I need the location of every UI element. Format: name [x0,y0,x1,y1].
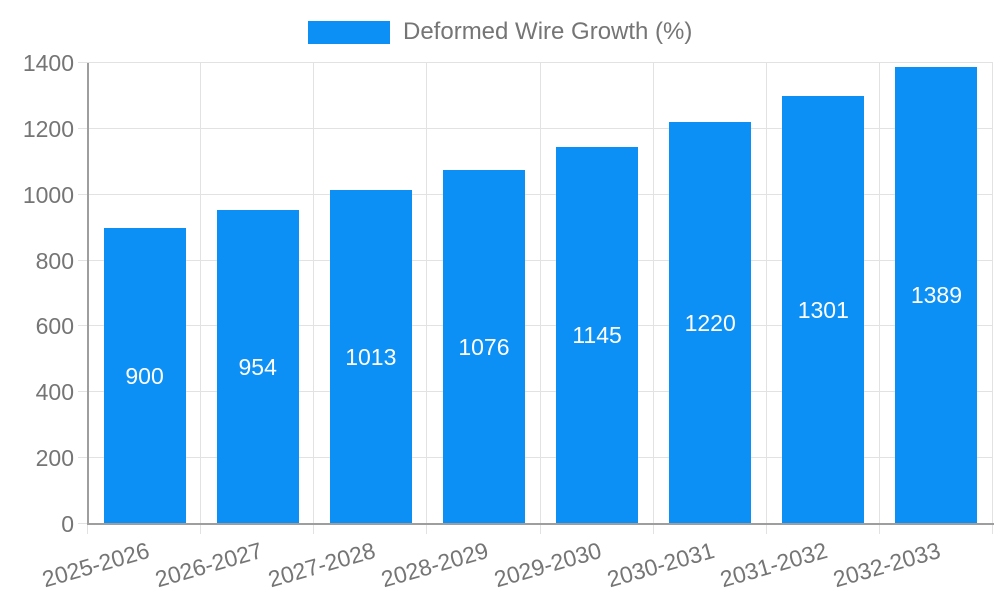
x-axis-label: 2028-2029 [378,537,492,593]
y-axis-tick [78,523,88,524]
bar-value-label: 1220 [684,310,736,337]
x-axis-label: 2032-2033 [830,537,944,593]
bar-value-label: 1389 [910,282,963,309]
bar-value-label: 1145 [572,322,622,349]
y-axis-tick [78,62,88,63]
x-axis-tick [992,524,993,534]
x-axis-label: 2029-2030 [491,537,605,593]
x-axis-label: 2031-2032 [717,537,831,593]
gridline-horizontal [88,127,993,129]
x-axis-tick [87,524,88,534]
legend: Deformed Wire Growth (%) [308,19,692,45]
gridline-vertical [313,63,315,524]
bar[interactable] [895,66,978,524]
x-axis-tick [652,524,654,534]
bar-value-label: 1076 [458,333,510,360]
gridline-vertical [200,63,202,524]
y-axis-tick [78,391,88,393]
y-axis-label: 800 [35,247,74,274]
bar-value-label: 900 [125,362,164,389]
x-axis-tick [765,524,767,534]
bar[interactable] [216,209,299,524]
bar[interactable] [103,227,186,524]
gridline-vertical [539,63,541,524]
x-axis-label: 2025-2026 [38,537,152,593]
gridline-vertical [765,63,767,524]
x-axis-tick [426,524,428,534]
y-axis-label: 1400 [22,50,74,76]
x-axis-tick [878,524,880,534]
gridline-horizontal [88,62,993,63]
bar-value-label: 1301 [797,296,849,323]
bar[interactable] [556,146,639,524]
y-axis-tick [78,127,88,129]
y-axis-label: 600 [35,313,74,340]
x-axis-tick [313,524,315,534]
gridline-vertical [992,63,993,524]
bar[interactable] [442,169,525,524]
gridline-horizontal [88,391,993,393]
gridline-horizontal [88,193,993,195]
y-axis-label: 400 [35,379,74,406]
x-axis-label: 2027-2028 [265,537,378,593]
bar[interactable] [329,190,412,524]
gridline-vertical [426,63,428,524]
gridline-vertical [878,63,880,524]
legend-swatch [308,20,390,44]
gridline-horizontal [88,259,993,261]
y-axis-label: 0 [61,511,74,537]
y-axis-tick [78,325,88,327]
gridline-horizontal [88,457,993,459]
gridline-vertical [652,63,654,524]
x-axis-line [87,523,994,525]
legend-label: Deformed Wire Growth (%) [403,18,693,45]
y-axis-tick [78,193,88,195]
bar-value-label: 954 [238,353,277,380]
x-axis-tick [539,524,541,534]
y-axis-line [87,63,89,525]
y-axis-tick [78,259,88,261]
bar[interactable] [782,95,865,524]
bar[interactable] [669,122,752,524]
y-axis-label: 1000 [22,181,74,208]
y-axis-tick [78,457,88,459]
y-axis-label: 1200 [22,115,74,142]
x-axis-label: 2030-2031 [604,537,718,593]
gridline-horizontal [88,325,993,327]
y-axis-label: 200 [35,445,74,472]
x-axis-label: 2026-2027 [151,537,265,593]
x-axis-tick [200,524,202,534]
bar-value-label: 1013 [345,344,397,371]
